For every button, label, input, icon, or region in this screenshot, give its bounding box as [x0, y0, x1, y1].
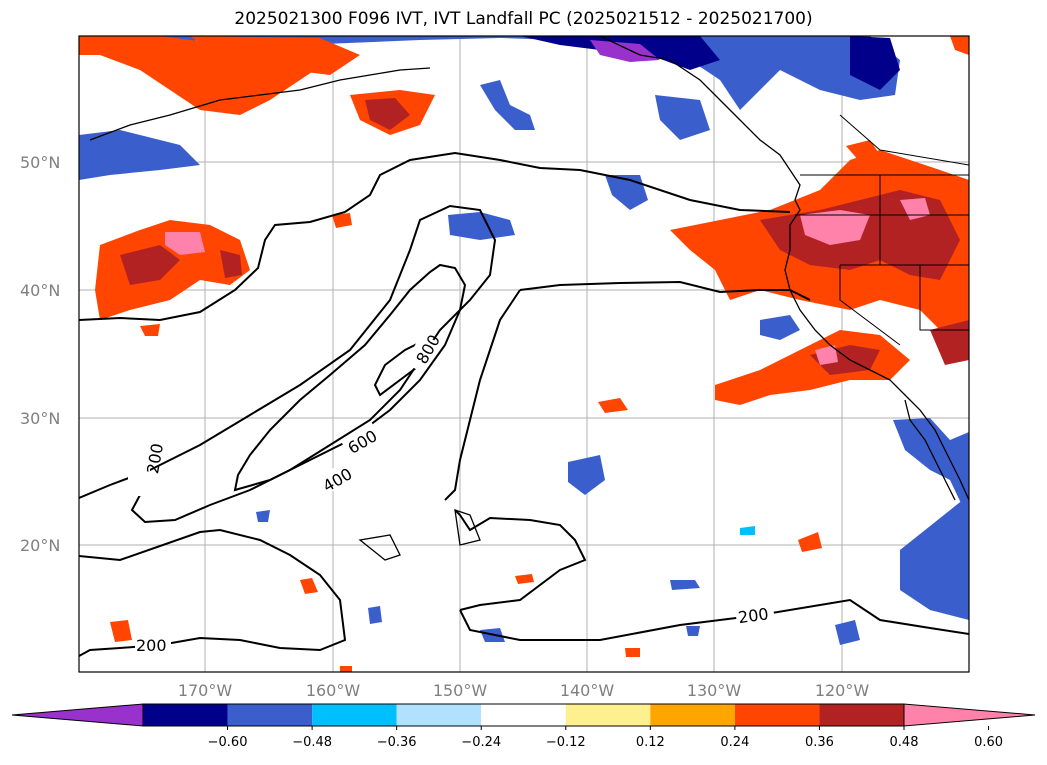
lat-label-30n: 30°N	[20, 409, 60, 428]
colorbar-extend-high	[903, 703, 1036, 727]
lon-label-160w: 160°W	[306, 681, 361, 700]
state-borders	[795, 114, 969, 346]
colorbar-tick-label: 0.24	[720, 735, 749, 750]
colorbar: −0.60 −0.48 −0.36 −0.24 −0.12 0.12 0.24 0.36 0.4…	[11, 703, 1036, 750]
colorbar-tick-label: −0.12	[546, 735, 586, 750]
positive-pc-areas	[79, 36, 969, 672]
lon-label-120w: 120°W	[815, 681, 870, 700]
lat-label-50n: 50°N	[20, 153, 60, 172]
lat-label-20n: 20°N	[20, 536, 60, 555]
colorbar-segment	[227, 704, 313, 726]
lat-label-40n: 40°N	[20, 281, 60, 300]
lon-label-150w: 150°W	[433, 681, 488, 700]
colorbar-tick-label: 0.36	[805, 735, 834, 750]
lon-label-140w: 140°W	[560, 681, 615, 700]
contour-label-200-southeast: 200	[737, 604, 770, 627]
coastlines	[89, 36, 969, 561]
colorbar-tick-label: −0.60	[208, 735, 248, 750]
map-frame	[78, 35, 970, 673]
map-title: 2025021300 F096 IVT, IVT Landfall PC (20…	[234, 9, 813, 29]
colorbar-segment	[396, 704, 482, 726]
lon-label-130w: 130°W	[687, 681, 742, 700]
colorbar-segment	[312, 704, 397, 726]
colorbar-segment	[650, 704, 735, 726]
colorbar-segment	[565, 704, 651, 726]
colorbar-tick-label: −0.24	[461, 735, 501, 750]
colorbar-segment	[734, 704, 820, 726]
colorbar-segment	[143, 704, 228, 726]
colorbar-tick-label: −0.48	[292, 735, 332, 750]
colorbar-tick-label: 0.12	[636, 735, 665, 750]
colorbar-segment	[819, 704, 904, 726]
colorbar-tick-label: 0.48	[890, 735, 919, 750]
colorbar-tick-label: −0.36	[377, 735, 417, 750]
colorbar-extend-low	[11, 703, 144, 727]
lon-label-170w: 170°W	[178, 681, 233, 700]
contour-label-200-southwest: 200	[136, 636, 167, 655]
colorbar-frame	[142, 703, 905, 727]
colorbar-tick-label: 0.60	[974, 735, 1003, 750]
colorbar-segment	[481, 704, 566, 726]
